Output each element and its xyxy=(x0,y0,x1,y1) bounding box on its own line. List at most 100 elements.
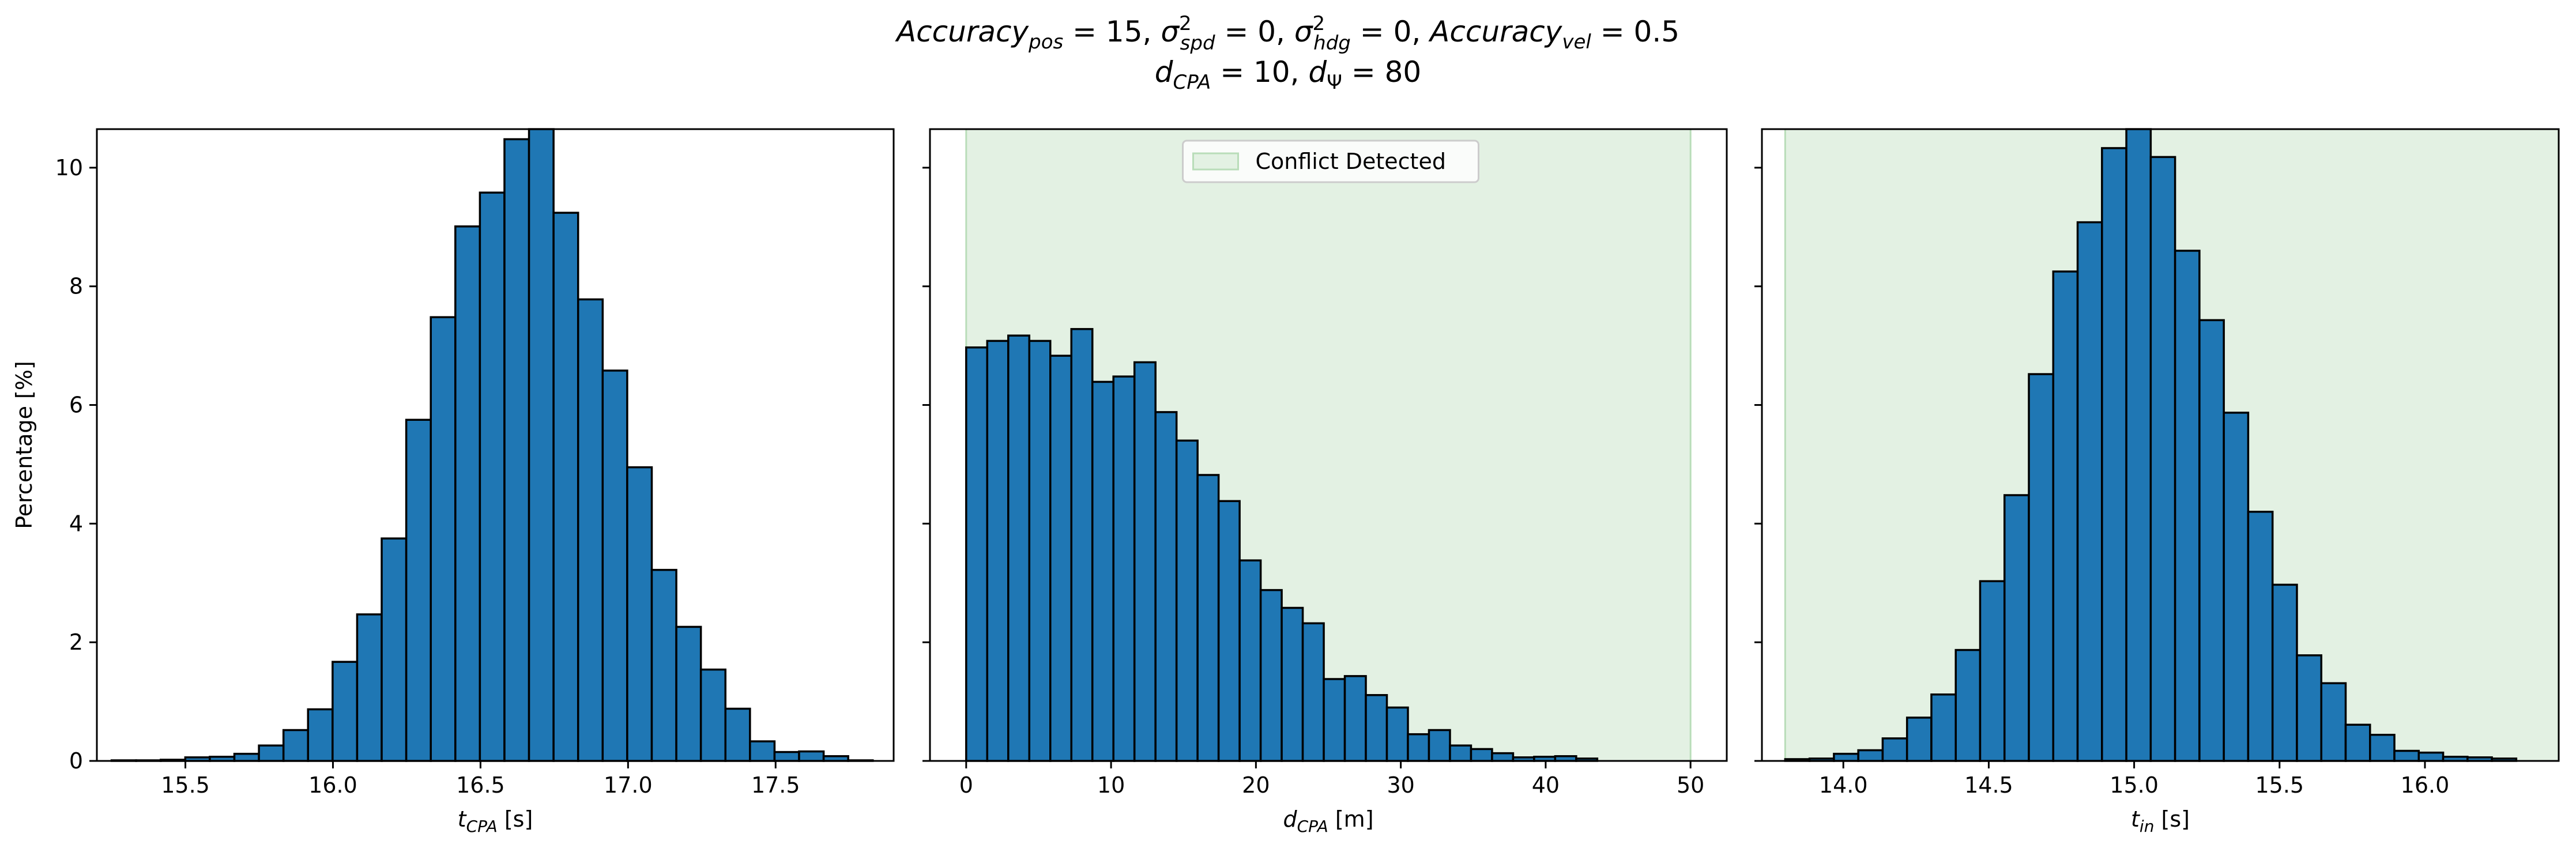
histogram-bar xyxy=(332,661,359,762)
histogram-bar xyxy=(1007,334,1031,762)
y-tick-label: 2 xyxy=(69,629,83,655)
x-axis-label: tin [s] xyxy=(2131,806,2190,836)
histogram-bar xyxy=(1491,752,1515,762)
histogram-bar xyxy=(773,751,800,762)
histogram-bar xyxy=(1323,678,1346,762)
histogram-bar xyxy=(381,537,408,762)
histogram-bar xyxy=(965,346,989,762)
histogram-bar xyxy=(2003,494,2030,762)
histogram-bar xyxy=(552,212,579,762)
histogram-bar xyxy=(699,668,726,762)
legend-box xyxy=(1182,140,1479,183)
histogram-bar xyxy=(1833,752,1859,762)
x-tick-label: 15.5 xyxy=(161,772,210,798)
figure-title-line1: Accuracypos = 15, σ2 spd = 0, σ2 hdg = 0, … xyxy=(895,12,1679,55)
histogram-bar xyxy=(986,340,1010,762)
x-tick-label: 50 xyxy=(1677,772,1704,798)
histogram-bar xyxy=(233,752,260,762)
axes-frame xyxy=(929,128,1728,762)
histogram-bar xyxy=(749,740,776,762)
histogram-bar xyxy=(454,225,481,762)
x-tick-label: 17.0 xyxy=(604,772,653,798)
histogram-bar xyxy=(1449,744,1472,762)
histogram-bar xyxy=(1133,361,1157,762)
histogram-bar xyxy=(2417,751,2445,762)
x-tick-label: 14.5 xyxy=(1964,772,2013,798)
histogram-bar xyxy=(1385,706,1409,762)
histogram-bar xyxy=(1881,737,1908,762)
histogram-bar xyxy=(724,707,751,762)
histogram-bar xyxy=(307,708,334,762)
histogram-bar xyxy=(1954,649,1982,762)
histogram-bar xyxy=(798,750,825,762)
histogram-bar xyxy=(577,298,604,762)
histogram-bar xyxy=(1857,749,1884,762)
histogram-bar xyxy=(2296,654,2322,762)
histogram-bar xyxy=(1091,380,1114,762)
histogram-bar xyxy=(626,466,653,762)
histogram-bar xyxy=(1196,474,1220,762)
histogram-bar xyxy=(282,729,310,762)
histogram-bar xyxy=(2052,270,2079,762)
histogram-bar xyxy=(675,625,702,762)
histogram-bar xyxy=(2198,319,2225,762)
y-axis-label: Percentage [%] xyxy=(12,361,37,529)
histogram-bar xyxy=(2149,156,2176,762)
x-tick-label: 40 xyxy=(1532,772,1560,798)
x-tick-label: 14.0 xyxy=(1819,772,1868,798)
histogram-bar xyxy=(2223,412,2250,762)
histogram-bar xyxy=(1407,733,1430,762)
histogram-bar xyxy=(1301,622,1325,762)
histogram-bar xyxy=(2320,682,2347,762)
y-tick-label: 6 xyxy=(69,393,83,418)
legend-swatch xyxy=(1192,152,1239,171)
figure-title-line2: dCPA = 10, dΨ = 80 xyxy=(1155,55,1421,94)
histogram-bar xyxy=(1930,693,1957,762)
x-tick-label: 16.0 xyxy=(2401,772,2450,798)
histogram-bar xyxy=(2174,250,2201,762)
histogram-bar xyxy=(2271,583,2298,762)
histogram-bar xyxy=(1217,500,1241,762)
histogram-bar xyxy=(2028,373,2055,762)
histogram-bar xyxy=(1905,717,1933,762)
x-tick-label: 17.5 xyxy=(751,772,800,798)
x-tick-label: 15.5 xyxy=(2255,772,2304,798)
x-axis-label: dCPA [m] xyxy=(1283,806,1373,836)
x-tick-label: 15.0 xyxy=(2110,772,2159,798)
histogram-bar xyxy=(1281,606,1304,762)
subplot-3: 14.0 14.5 15.0 15.5 16.0 tin [s] xyxy=(1754,128,2560,836)
histogram-bar xyxy=(503,138,530,762)
axes-frame xyxy=(96,128,895,762)
histogram-bar xyxy=(1028,340,1052,762)
histogram-bar xyxy=(356,613,383,762)
histogram-bar xyxy=(650,568,677,762)
x-tick-label: 0 xyxy=(959,772,973,798)
histogram-bar xyxy=(258,744,285,762)
legend-label: Conflict Detected xyxy=(1256,149,1446,174)
histogram-bar xyxy=(479,191,506,762)
legend: Conflict Detected xyxy=(1182,140,1479,183)
x-tick-label: 10 xyxy=(1097,772,1125,798)
histogram-bar xyxy=(2247,511,2274,762)
histogram-bar xyxy=(1259,589,1283,762)
y-tick-label: 10 xyxy=(55,155,83,180)
histogram-bar xyxy=(405,419,432,762)
histogram-bar xyxy=(1428,729,1451,762)
histogram-bar xyxy=(1979,580,2006,762)
axes-frame xyxy=(1761,128,2560,762)
histogram-bar xyxy=(1049,355,1072,762)
histogram-bar xyxy=(2344,723,2371,762)
x-tick-label: 16.5 xyxy=(456,772,505,798)
histogram-bar xyxy=(1070,328,1094,762)
histogram-bar xyxy=(2101,147,2127,762)
x-tick-label: 20 xyxy=(1242,772,1270,798)
y-tick-label: 4 xyxy=(69,511,83,536)
subplot-1: 15.5 16.0 16.5 17.0 17.5 0 2 4 6 8 10 tCPA [s] Perce… xyxy=(12,128,895,836)
histogram-bar xyxy=(430,316,457,762)
y-tick-label: 8 xyxy=(69,274,83,299)
histogram-bar xyxy=(1470,748,1493,762)
y-tick-label: 0 xyxy=(69,748,83,774)
histogram-bar xyxy=(2369,733,2396,762)
subplot-2: 0 10 20 30 40 50 dCPA [m] Conflict Detected xyxy=(922,128,1728,836)
